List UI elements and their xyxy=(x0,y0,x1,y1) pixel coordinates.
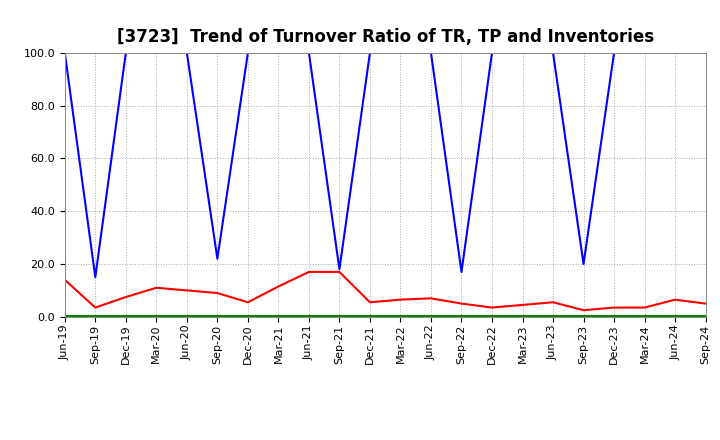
Trade Payables xyxy=(243,50,252,55)
Trade Receivables xyxy=(701,301,710,306)
Trade Receivables xyxy=(610,305,618,310)
Trade Receivables xyxy=(243,300,252,305)
Inventories xyxy=(213,313,222,319)
Trade Receivables xyxy=(427,296,436,301)
Trade Payables xyxy=(518,50,527,55)
Trade Payables xyxy=(213,256,222,261)
Trade Receivables xyxy=(366,300,374,305)
Trade Receivables xyxy=(60,277,69,282)
Title: [3723]  Trend of Turnover Ratio of TR, TP and Inventories: [3723] Trend of Turnover Ratio of TR, TP… xyxy=(117,28,654,46)
Trade Receivables xyxy=(671,297,680,302)
Inventories xyxy=(427,313,436,319)
Trade Receivables xyxy=(122,294,130,300)
Line: Trade Receivables: Trade Receivables xyxy=(65,272,706,310)
Trade Receivables xyxy=(396,297,405,302)
Trade Payables xyxy=(60,50,69,55)
Inventories xyxy=(610,313,618,319)
Trade Payables xyxy=(579,261,588,267)
Trade Payables xyxy=(427,50,436,55)
Trade Receivables xyxy=(213,290,222,296)
Inventories xyxy=(579,313,588,319)
Trade Receivables xyxy=(305,269,313,275)
Trade Payables xyxy=(487,50,496,55)
Line: Trade Payables: Trade Payables xyxy=(65,53,706,277)
Trade Receivables xyxy=(487,305,496,310)
Trade Receivables xyxy=(152,285,161,290)
Trade Payables xyxy=(152,50,161,55)
Trade Payables xyxy=(610,50,618,55)
Trade Payables xyxy=(305,50,313,55)
Inventories xyxy=(396,313,405,319)
Inventories xyxy=(457,313,466,319)
Trade Payables xyxy=(549,50,557,55)
Inventories xyxy=(152,313,161,319)
Trade Receivables xyxy=(183,288,192,293)
Trade Payables xyxy=(335,267,343,272)
Trade Payables xyxy=(671,50,680,55)
Inventories xyxy=(640,313,649,319)
Inventories xyxy=(243,313,252,319)
Inventories xyxy=(60,313,69,319)
Trade Payables xyxy=(396,50,405,55)
Inventories xyxy=(366,313,374,319)
Trade Receivables xyxy=(335,269,343,275)
Trade Receivables xyxy=(579,308,588,313)
Trade Receivables xyxy=(457,301,466,306)
Inventories xyxy=(122,313,130,319)
Trade Payables xyxy=(366,50,374,55)
Inventories xyxy=(305,313,313,319)
Inventories xyxy=(518,313,527,319)
Trade Payables xyxy=(457,269,466,275)
Trade Receivables xyxy=(274,284,283,289)
Trade Receivables xyxy=(549,300,557,305)
Trade Payables xyxy=(701,50,710,55)
Trade Receivables xyxy=(640,305,649,310)
Inventories xyxy=(549,313,557,319)
Trade Payables xyxy=(640,50,649,55)
Inventories xyxy=(671,313,680,319)
Trade Payables xyxy=(183,50,192,55)
Trade Receivables xyxy=(91,305,99,310)
Trade Payables xyxy=(274,50,283,55)
Trade Receivables xyxy=(518,302,527,308)
Trade Payables xyxy=(122,50,130,55)
Inventories xyxy=(701,313,710,319)
Inventories xyxy=(487,313,496,319)
Trade Payables xyxy=(91,275,99,280)
Inventories xyxy=(91,313,99,319)
Inventories xyxy=(335,313,343,319)
Inventories xyxy=(274,313,283,319)
Inventories xyxy=(183,313,192,319)
